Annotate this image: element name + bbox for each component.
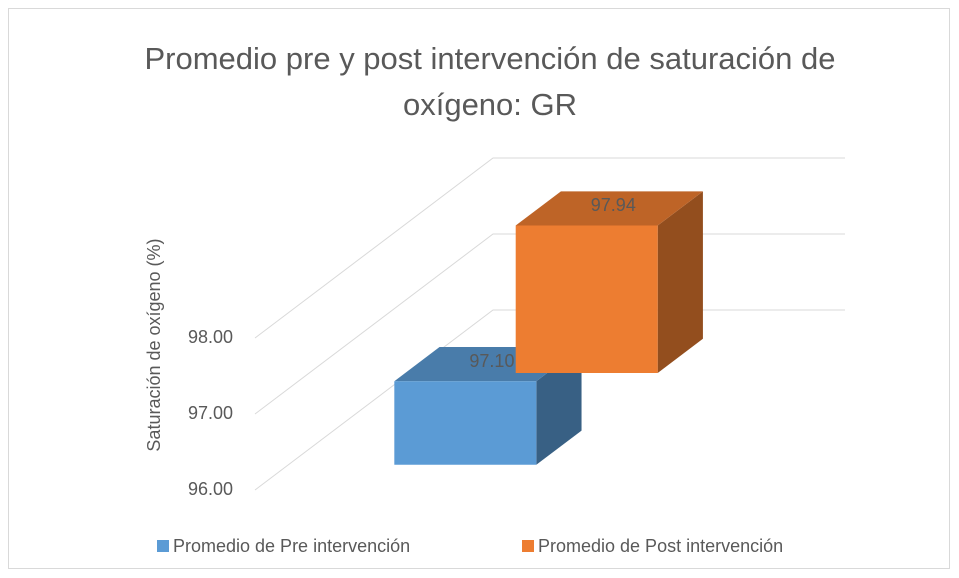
bar-front xyxy=(394,381,537,465)
bar-front xyxy=(515,225,658,373)
legend-swatch xyxy=(157,540,169,552)
grid-line xyxy=(254,233,845,415)
y-tick-label: 97.00 xyxy=(188,403,233,423)
legend-swatch xyxy=(522,540,534,552)
data-label: 97.94 xyxy=(591,195,636,215)
bar-side xyxy=(536,347,582,465)
y-tick-label: 98.00 xyxy=(188,327,233,347)
grid-line xyxy=(254,157,845,339)
legend-label: Promedio de Pre intervención xyxy=(173,536,410,556)
bar-side xyxy=(657,191,703,373)
legend-label: Promedio de Post intervención xyxy=(538,536,783,556)
chart-border xyxy=(8,8,950,569)
bar xyxy=(515,191,703,373)
y-tick-label: 96.00 xyxy=(188,479,233,499)
grid-line xyxy=(254,309,845,491)
bar-top xyxy=(515,191,703,226)
y-axis-title: Saturación de oxígeno (%) xyxy=(144,238,164,451)
data-label: 97.10 xyxy=(469,351,514,371)
chart-title: Promedio pre y post intervención de satu… xyxy=(144,41,836,122)
